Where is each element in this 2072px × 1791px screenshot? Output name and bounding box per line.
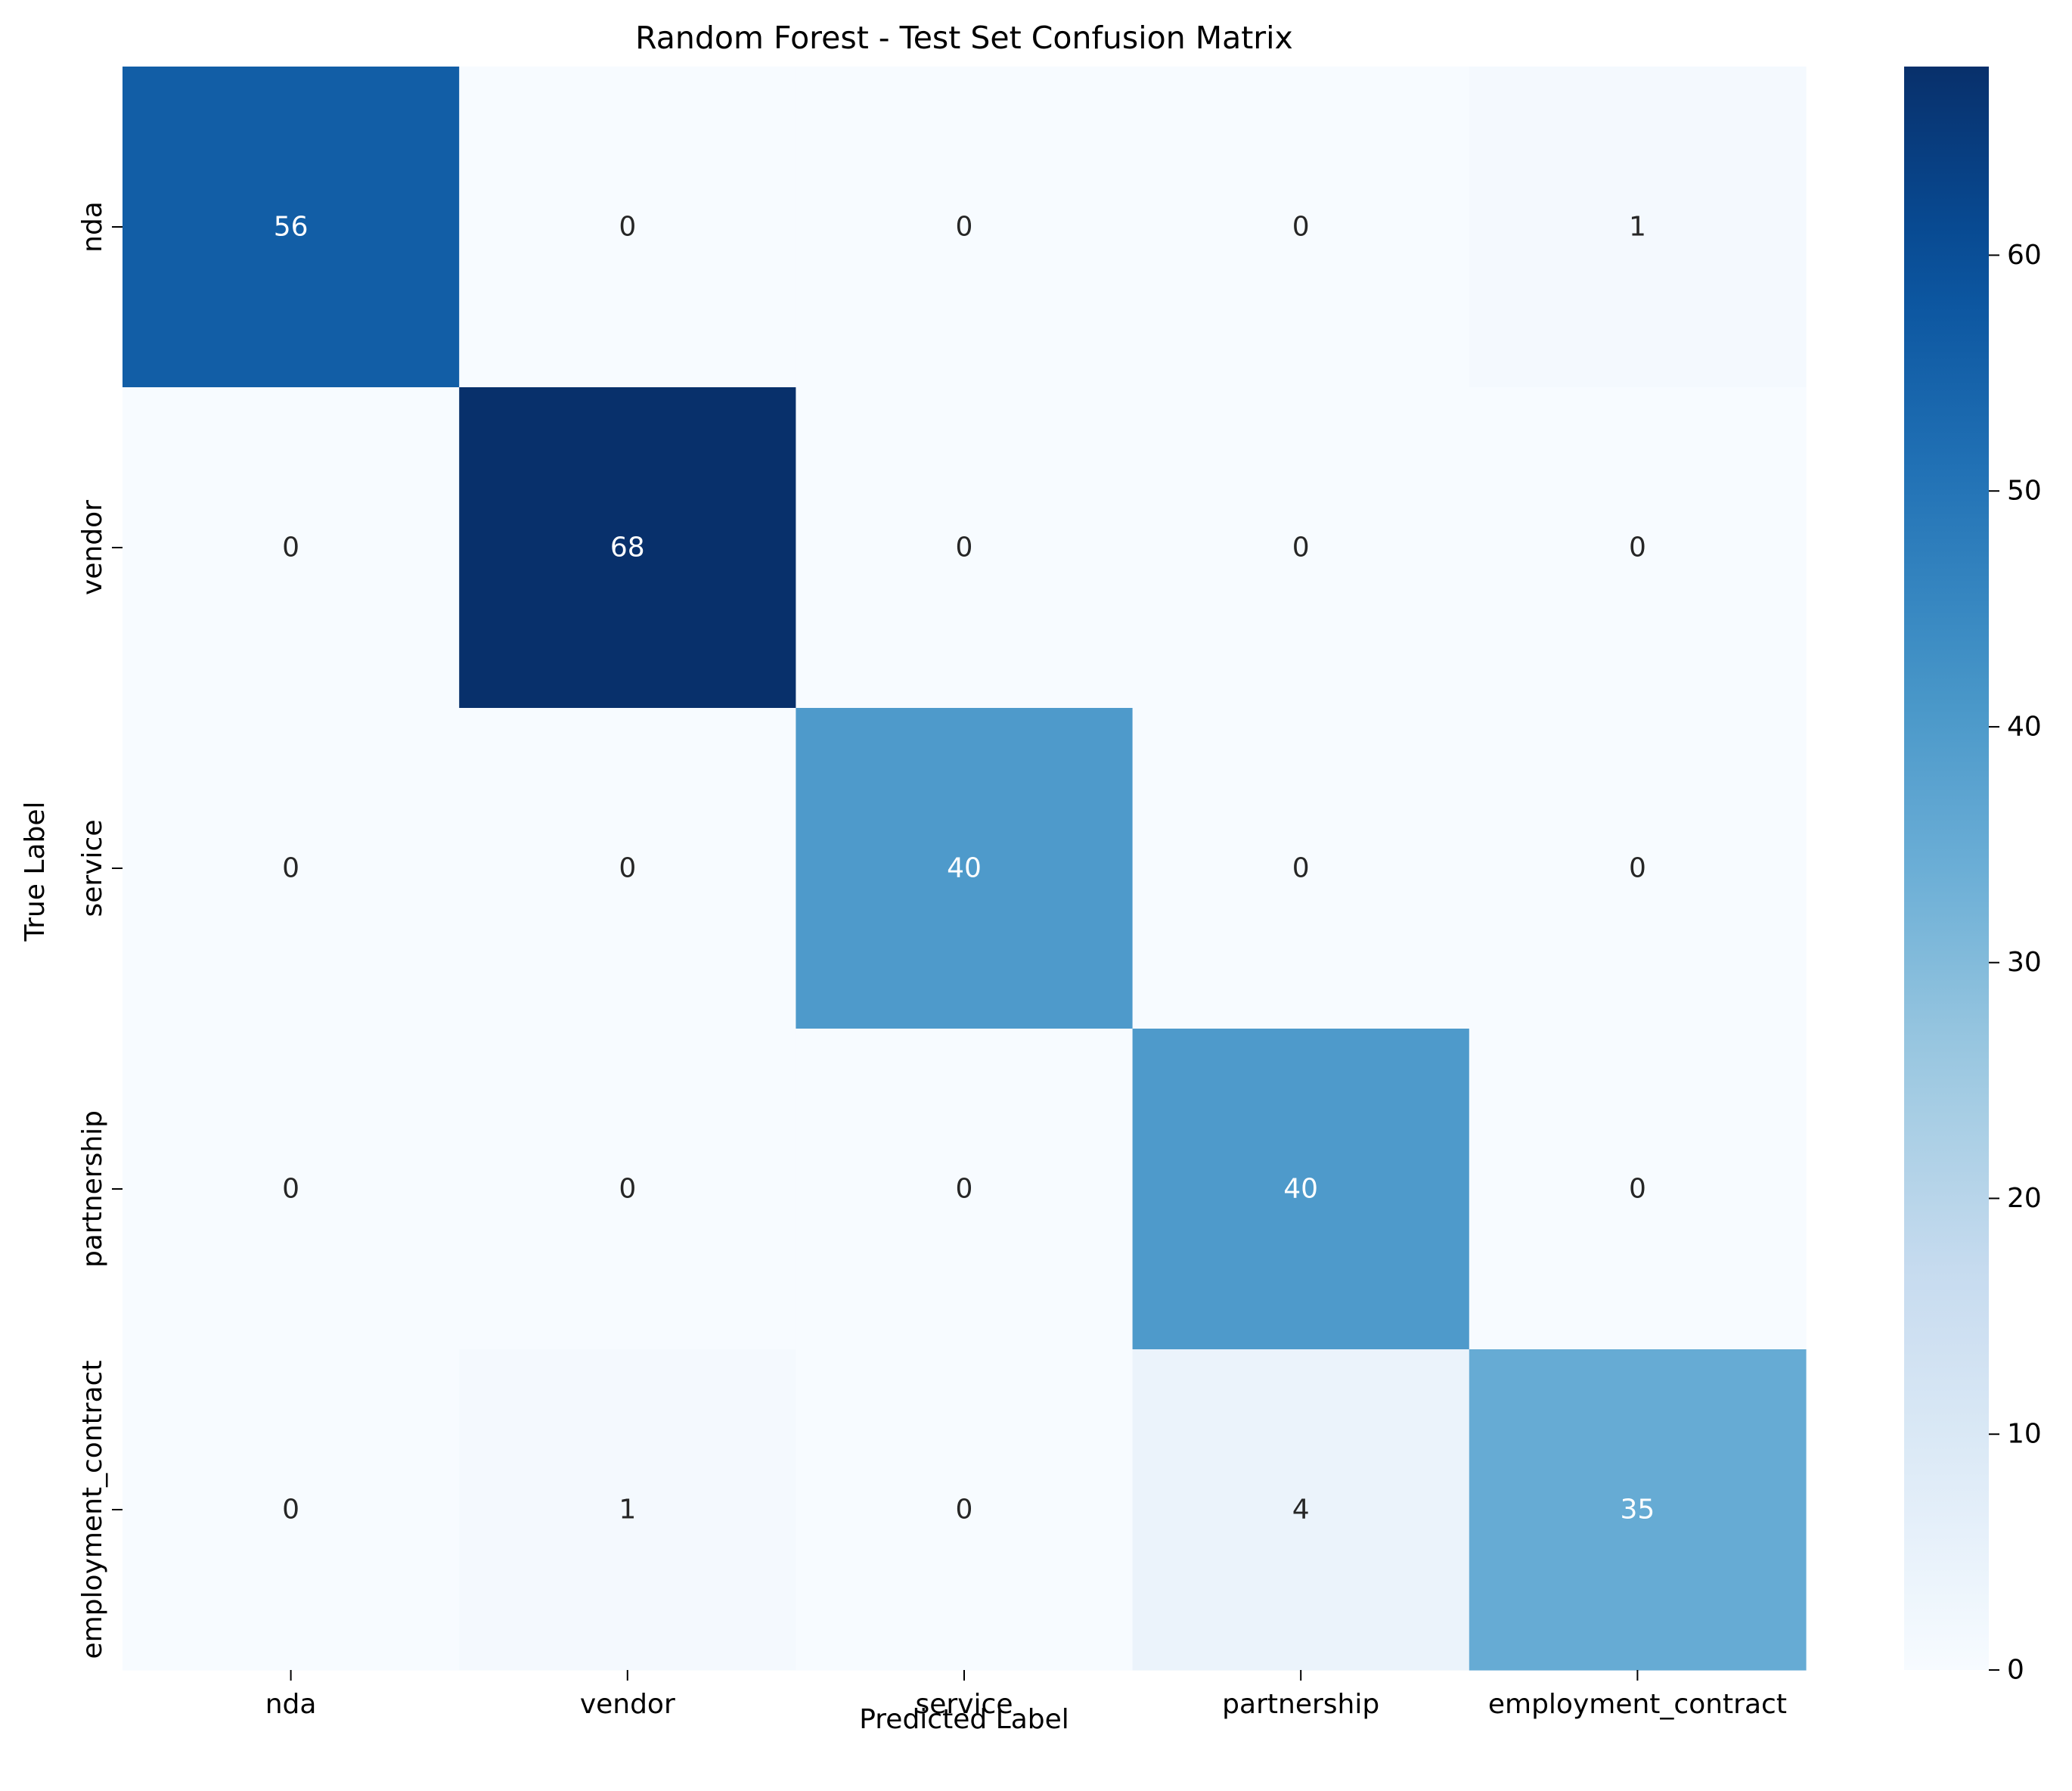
cell-value-label: 0	[1629, 532, 1646, 563]
heatmap-cell	[1469, 1029, 1807, 1350]
cell-value-label: 0	[1292, 532, 1310, 563]
x-tick-label: service	[916, 1689, 1013, 1720]
heatmap-cell	[1132, 1029, 1470, 1350]
x-tick-label: employment_contract	[1488, 1689, 1787, 1720]
cell-value-label: 0	[282, 853, 299, 884]
heatmap-cell	[123, 1349, 460, 1671]
y-tick-label: partnership	[77, 1110, 108, 1268]
cell-value-label: 0	[282, 532, 299, 563]
heatmap-cell	[796, 708, 1134, 1029]
colorbar-tick-label: 40	[2007, 711, 2042, 742]
heatmap-cell	[459, 708, 796, 1029]
cell-value-label: 0	[956, 1174, 973, 1205]
cell-value-label: 0	[1629, 1174, 1646, 1205]
cell-value-label: 40	[947, 853, 982, 884]
heatmap-cell	[1132, 387, 1470, 709]
cell-value-label: 1	[1629, 212, 1646, 243]
cell-value-label: 1	[619, 1495, 636, 1526]
colorbar-tick-label: 30	[2007, 947, 2042, 978]
cell-value-label: 4	[1292, 1495, 1310, 1526]
colorbar: 0 10 20 30 40 50 60	[1904, 67, 2042, 1686]
x-tick-label: partnership	[1222, 1689, 1379, 1720]
heatmap-annotations: 56 0 0 0 1 0 68 0 0 0 0 0 40 0 0 0 0 0 40 0 0 1 0 4 35	[274, 212, 1655, 1526]
cell-value-label: 0	[956, 532, 973, 563]
heatmap-cell	[1132, 1349, 1470, 1671]
y-axis-label: True Label	[20, 801, 51, 942]
heatmap-cell	[123, 708, 460, 1029]
cell-value-label: 0	[619, 853, 636, 884]
cell-value-label: 0	[1292, 212, 1310, 243]
colorbar-tick-label: 0	[2007, 1655, 2024, 1686]
colorbar-tick-label: 20	[2007, 1183, 2042, 1214]
y-axis: nda vendor service partnership employment_co…	[77, 201, 123, 1659]
cell-value-label: 0	[619, 212, 636, 243]
x-tick-label: nda	[265, 1689, 317, 1720]
heatmap-cell	[796, 1349, 1134, 1671]
colorbar-tick-label: 60	[2007, 240, 2042, 271]
cell-value-label: 0	[1629, 853, 1646, 884]
cell-value-label: 0	[282, 1174, 299, 1205]
cell-value-label: 0	[619, 1174, 636, 1205]
heatmap-cell	[1469, 387, 1807, 709]
cell-value-label: 0	[956, 212, 973, 243]
colorbar-tick-label: 50	[2007, 476, 2042, 507]
chart-title: Random Forest - Test Set Confusion Matri…	[635, 20, 1293, 56]
cell-value-label: 68	[610, 532, 645, 563]
heatmap-cell	[1132, 67, 1470, 388]
colorbar-gradient	[1904, 67, 1989, 1670]
cell-value-label: 0	[956, 1495, 973, 1526]
heatmap-cell	[459, 67, 796, 388]
cell-value-label: 40	[1283, 1174, 1318, 1205]
y-tick-label: nda	[77, 201, 108, 253]
heatmap-cell	[796, 387, 1134, 709]
heatmap-cell	[1469, 708, 1807, 1029]
x-tick-label: vendor	[580, 1689, 675, 1720]
colorbar-tick-label: 10	[2007, 1419, 2042, 1450]
heatmap-cell	[459, 1029, 796, 1350]
y-tick-label: service	[77, 820, 108, 917]
heatmap-cells	[123, 67, 1807, 1671]
heatmap-cell	[1469, 1349, 1807, 1671]
x-axis: nda vendor service partnership employment_co…	[265, 1670, 1787, 1720]
heatmap-cell	[1132, 708, 1470, 1029]
heatmap-cell	[796, 67, 1134, 388]
heatmap-cell	[123, 387, 460, 709]
heatmap-cell	[123, 1029, 460, 1350]
cell-value-label: 0	[1292, 853, 1310, 884]
cell-value-label: 56	[274, 212, 309, 243]
x-axis-label: Predicted Label	[859, 1704, 1069, 1735]
y-tick-label: employment_contract	[77, 1360, 108, 1659]
heatmap-cell	[1469, 67, 1807, 388]
cell-value-label: 35	[1620, 1495, 1655, 1526]
y-tick-label: vendor	[77, 500, 108, 595]
heatmap-cell	[796, 1029, 1134, 1350]
cell-value-label: 0	[282, 1495, 299, 1526]
heatmap-cell	[123, 67, 460, 388]
heatmap-cell	[459, 1349, 796, 1671]
heatmap-cell	[459, 387, 796, 709]
